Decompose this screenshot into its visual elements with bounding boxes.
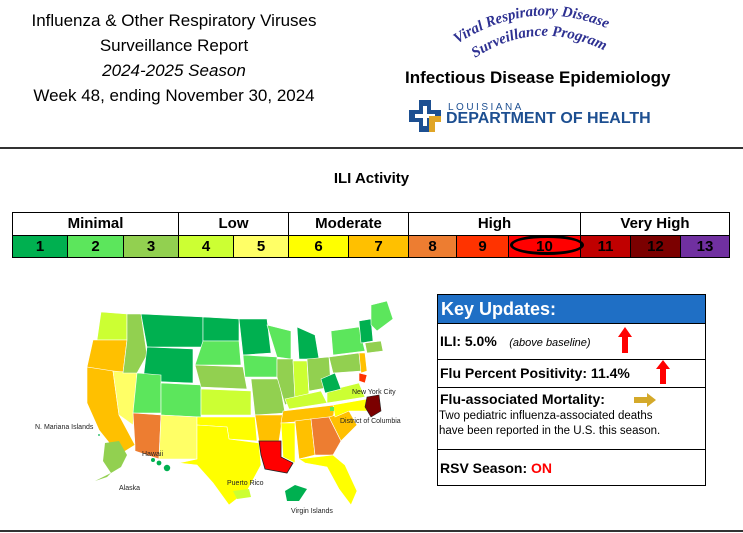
map-state-sd [194, 340, 242, 366]
label-puerto-rico: Puerto Rico [227, 480, 264, 487]
current-level-highlight [510, 235, 584, 255]
map-state-mt [140, 313, 204, 348]
map-state-az [132, 412, 162, 460]
mortality-row: Flu-associated Mortality: Two pediatric … [438, 387, 705, 449]
label-hawaii: Hawaii [142, 451, 163, 458]
map-state-vt-nh [358, 318, 374, 344]
ili-label: ILI: 5.0% [440, 333, 497, 349]
flu-positivity-up-arrow-icon [656, 360, 670, 384]
map-hawaii-3 [163, 464, 171, 472]
map-state-me [370, 300, 394, 332]
map-state-nj [358, 352, 368, 374]
mortality-label: Flu-associated Mortality: [440, 391, 605, 407]
level-cell-4: 4 [179, 235, 234, 257]
ili-row: ILI: 5.0% (above baseline) [438, 323, 705, 359]
map-state-wy [142, 346, 194, 384]
level-cell-12: 12 [631, 235, 681, 257]
key-updates-panel: Key Updates: ILI: 5.0% (above baseline) … [437, 294, 706, 486]
map-state-va [326, 382, 366, 404]
map-state-wi [266, 324, 292, 360]
key-updates-title: Key Updates: [438, 295, 705, 323]
report-week: Week 48, ending November 30, 2024 [33, 86, 315, 105]
map-puerto-rico [233, 489, 251, 499]
rsv-row: RSV Season: ON [438, 449, 705, 485]
level-cell-9: 9 [457, 235, 509, 257]
label-virgin-islands: Virgin Islands [291, 508, 333, 515]
level-cell-8: 8 [409, 235, 457, 257]
label-new-york-city: New York City [352, 389, 396, 396]
category-low: Low [179, 213, 289, 235]
map-state-ny [330, 326, 366, 356]
label-dc: District of Columbia [340, 418, 401, 425]
map-state-ut [132, 372, 162, 414]
mortality-text-line2: have been reported in the U.S. this seas… [439, 425, 661, 437]
level-cell-11: 11 [581, 235, 631, 257]
map-virgin-islands [285, 485, 307, 501]
map-mariana-islands [98, 434, 100, 436]
rsv-status: ON [531, 460, 553, 476]
footer-divider [0, 530, 743, 532]
report-title-line1: Influenza & Other Respiratory Viruses [31, 11, 317, 30]
flu-positivity-row: Flu Percent Positivity: 11.4% [438, 359, 705, 387]
map-state-nm [158, 414, 198, 460]
map-hawaii-1 [151, 458, 155, 462]
mortality-right-arrow-icon [634, 393, 656, 407]
level-cell-2: 2 [68, 235, 124, 257]
map-state-ar [254, 414, 284, 442]
label-mariana: N. Mariana Islands [35, 424, 94, 431]
dept-small: LOUISIANA [448, 102, 524, 113]
level-cell-13: 13 [681, 235, 729, 257]
map-alaska [103, 441, 127, 473]
report-title-line2: Surveillance Report [99, 36, 249, 55]
map-state-in [292, 360, 310, 400]
map-state-wv [320, 372, 342, 394]
map-state-la [258, 440, 294, 474]
map-state-pa [328, 352, 362, 374]
flu-positivity-label: Flu Percent Positivity: 11.4% [440, 365, 630, 381]
map-state-mn [238, 318, 272, 356]
program-arc-logo: Viral Respiratory Disease Surveillance P… [451, 3, 612, 61]
level-cell-1: 1 [13, 235, 68, 257]
map-state-ma-ct-ri [364, 340, 384, 354]
level-cell-6: 6 [289, 235, 349, 257]
category-moderate: Moderate [289, 213, 409, 235]
header-divider [0, 147, 743, 149]
map-state-ms [280, 422, 296, 464]
level-cell-7: 7 [349, 235, 409, 257]
rsv-label: RSV Season: [440, 460, 528, 476]
category-high: High [409, 213, 581, 235]
map-dc-inset [330, 407, 334, 411]
report-season: 2024-2025 Season [102, 61, 246, 80]
us-ili-activity-map: New York City District of Columbia N. Ma… [35, 300, 401, 515]
dept-name: DEPARTMENT OF HEALTH [446, 110, 651, 127]
map-state-wa [96, 311, 128, 341]
category-very-high: Very High [620, 215, 690, 232]
map-state-mi [296, 326, 320, 360]
map-hawaii-2 [156, 460, 162, 466]
report-title-block: Influenza & Other Respiratory Viruses Su… [14, 8, 334, 108]
mortality-text-line1: Two pediatric influenza-associated death… [439, 410, 653, 422]
category-minimal: Minimal [13, 213, 179, 235]
map-state-md [358, 372, 368, 384]
map-state-ks [200, 388, 252, 416]
map-state-nd [202, 316, 240, 342]
map-state-ia [242, 354, 278, 378]
ili-trend-up-arrow-icon [618, 327, 632, 353]
level-cell-3: 3 [124, 235, 179, 257]
map-nyc-inset [364, 394, 382, 418]
map-state-co [160, 382, 202, 418]
map-state-nc [332, 398, 370, 418]
section-name: Infectious Disease Epidemiology [405, 68, 671, 87]
map-state-ne [194, 364, 248, 390]
map-alaska-chain [95, 473, 111, 481]
ili-note: (above baseline) [509, 337, 591, 349]
map-state-fl [298, 454, 358, 506]
label-alaska: Alaska [119, 485, 140, 492]
level-cell-5: 5 [234, 235, 289, 257]
ili-scale: Minimal Low Moderate High Very High 1 2 … [12, 212, 730, 258]
ili-activity-title: ILI Activity [333, 170, 410, 187]
ldh-logo-icon [409, 100, 441, 132]
